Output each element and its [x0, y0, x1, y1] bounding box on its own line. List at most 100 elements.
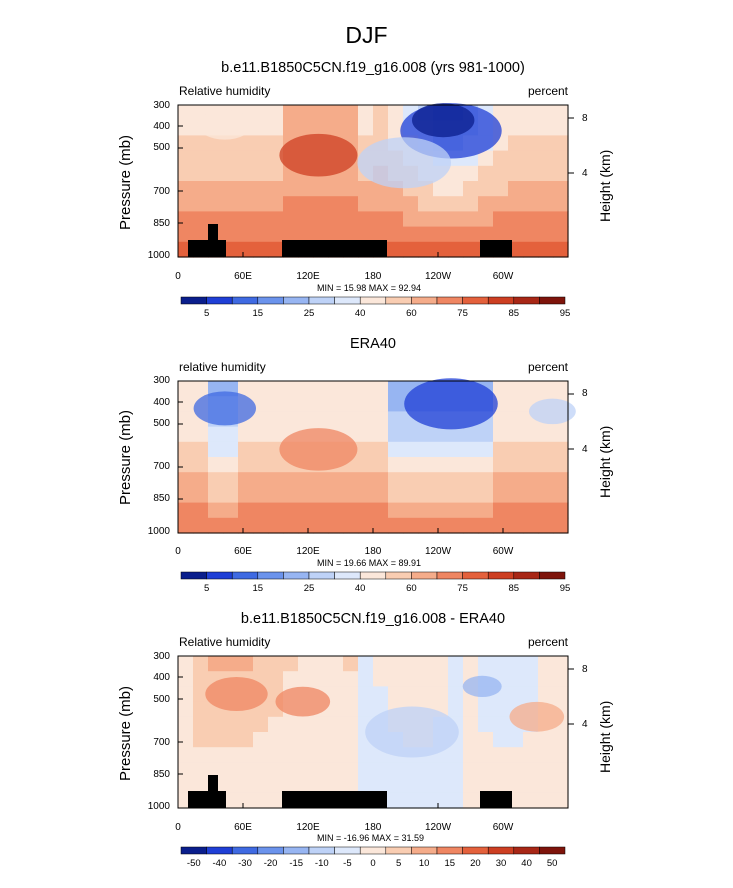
- panel-1-colorbar-swatch: [283, 296, 310, 305]
- panel-1-field-cell: [358, 211, 374, 228]
- panel-2-field-cell: [223, 472, 239, 488]
- panel-2-field-cell: [403, 517, 419, 534]
- panel-1-field-cell: [223, 241, 239, 258]
- panel-1-ytick-1000: 1000: [147, 250, 170, 261]
- panel-1-xtick-120w: 120W: [424, 271, 452, 282]
- panel-2-field-cell: [553, 441, 569, 458]
- panel-1-land-south-america: [480, 240, 512, 257]
- panel-3-field-cell: [358, 671, 374, 687]
- panel-2-feature-3: [279, 428, 358, 471]
- panel-3-field-cell: [538, 656, 554, 672]
- panel-2-field-cell: [388, 441, 404, 458]
- panel-1-colorbar-label: 25: [303, 308, 315, 319]
- panel-3-field-cell: [223, 792, 239, 809]
- panel-3-field-cell: [283, 716, 299, 733]
- panel-2-field-cell: [253, 502, 269, 519]
- panel-3-field-cell: [448, 671, 464, 687]
- panel-2-field-cell: [178, 441, 194, 458]
- panel-3-colorbar-label: 0: [370, 858, 376, 869]
- panel-2-field-cell: [328, 487, 344, 504]
- panel-3-colorbar-label: 40: [521, 858, 532, 869]
- panel-2-field-cell: [403, 487, 419, 504]
- panel-3-field-cell: [283, 671, 299, 687]
- panel-1-xtick-180: 180: [364, 271, 382, 282]
- panel-2-field-cell: [313, 411, 329, 428]
- panel-3-field-cell: [253, 716, 269, 733]
- panel-3-field-cell: [388, 656, 404, 672]
- panel-2-field-cell: [298, 411, 314, 428]
- panel-3-field-cell: [373, 656, 389, 672]
- panel-2-field-cell: [283, 411, 299, 428]
- panel-1-field-cell: [178, 105, 194, 121]
- panel-1-field-cell: [553, 105, 569, 121]
- panel-2-field-cell: [343, 411, 359, 428]
- panel-1-field-cell: [358, 226, 374, 243]
- panel-3-field-cell: [538, 686, 554, 703]
- panel-1-field-cell: [373, 105, 389, 121]
- panel-2-field-cell: [433, 472, 449, 488]
- panel-1-field-cell: [463, 211, 479, 228]
- panel-2-field-cell: [433, 457, 449, 473]
- panel-2-feature-4: [529, 398, 576, 425]
- panel-2-feature-1: [193, 391, 256, 426]
- panel-1-field-cell: [193, 135, 209, 152]
- panel-2-feature-2: [404, 378, 498, 430]
- panel-3-ytick-700: 700: [153, 737, 170, 748]
- panel-3-field-cell: [538, 777, 554, 794]
- panel-2-field-cell: [493, 457, 509, 473]
- panel-2-field-cell: [238, 441, 254, 458]
- panel-1-field-cell: [478, 211, 494, 228]
- panel-1-ytick-500: 500: [153, 142, 170, 153]
- panel-2-field-cell: [403, 502, 419, 519]
- panel-1-field-cell: [238, 165, 254, 182]
- panel-2-field-cell: [373, 457, 389, 473]
- panel-3-ytick-500: 500: [153, 694, 170, 705]
- panel-3-colorbar-label: -5: [343, 858, 352, 869]
- panel-2-field-cell: [538, 487, 554, 504]
- panel-2-field-cell: [508, 517, 524, 534]
- panel-3-field-cell: [193, 701, 209, 718]
- panel-3-field-cell: [463, 792, 479, 809]
- panel-3-field-cell: [298, 732, 314, 748]
- panel-2-field-cell: [223, 441, 239, 458]
- panel-1-colorbar-swatch: [257, 296, 284, 305]
- panel-3-field-cell: [268, 777, 284, 794]
- panel-3-colorbar-swatch: [385, 846, 412, 855]
- panel-2-field-cell: [433, 517, 449, 534]
- panel-3-field-cell: [478, 701, 494, 718]
- panel-3-field-cell: [178, 686, 194, 703]
- panel-2-field-cell: [268, 457, 284, 473]
- panel-3-field-cell: [328, 732, 344, 748]
- panel-1-field-cell: [238, 150, 254, 167]
- panel-2-field-cell: [193, 472, 209, 488]
- panel-3-field-cell: [493, 656, 509, 672]
- panel-3-field-cell: [553, 686, 569, 703]
- panel-3-field-cell: [523, 671, 539, 687]
- panel-1-xtick-60w: 60W: [492, 271, 514, 282]
- panel-2-field-cell: [418, 487, 434, 504]
- panel-3-field-cell: [313, 762, 329, 779]
- panel-3-field-cell: [268, 762, 284, 779]
- panel-3-xtick-120e: 120E: [296, 822, 320, 833]
- panel-3-field-cell: [298, 777, 314, 794]
- panel-3-colorbar-label: 5: [395, 858, 402, 869]
- panel-2-field-cell: [463, 441, 479, 458]
- panel-2-xtick-120w: 120W: [424, 546, 452, 557]
- panel-2-field-cell: [223, 457, 239, 473]
- panel-2-field-cell: [553, 457, 569, 473]
- panel-2-colorbar-swatch: [436, 571, 463, 580]
- panel-3-field-cell: [463, 716, 479, 733]
- panel-3-field-cell: [448, 701, 464, 718]
- panel-3-field-cell: [268, 732, 284, 748]
- panel-1-field-cell: [508, 135, 524, 152]
- panel-3-field-cell: [523, 777, 539, 794]
- panel-1-field-cell: [223, 211, 239, 228]
- panel-3-feature-5: [509, 701, 565, 732]
- panel-2-field-cell: [418, 502, 434, 519]
- panel-3-field-cell: [523, 747, 539, 763]
- panel-3-field-cell: [433, 792, 449, 809]
- panel-2-variable-label: relative humidity: [179, 360, 266, 374]
- panel-1-field-cell: [493, 105, 509, 121]
- panel-3-land-east-africa: [208, 775, 218, 808]
- panel-3-field-cell: [178, 701, 194, 718]
